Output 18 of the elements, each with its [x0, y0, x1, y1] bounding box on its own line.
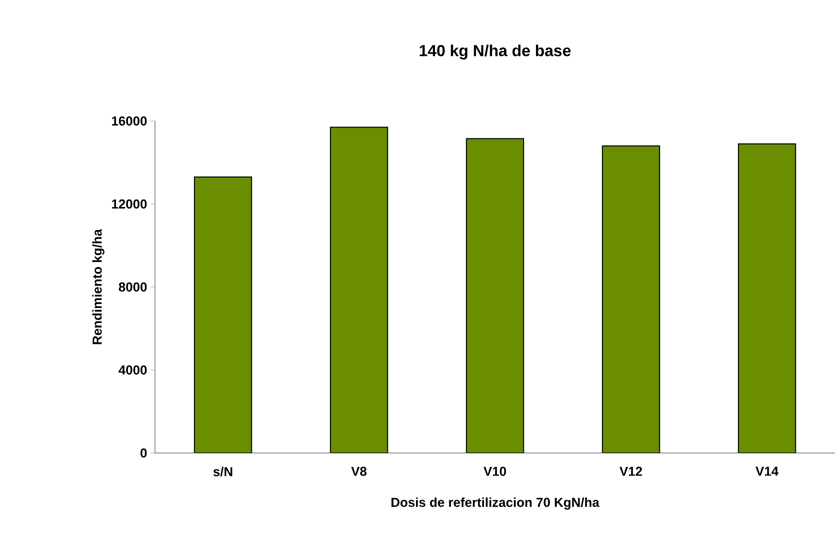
bar — [466, 138, 524, 453]
bar — [194, 176, 252, 453]
y-tick-label: 4000 — [118, 365, 147, 375]
x-tick-label: V10 — [484, 466, 506, 476]
x-tick-label: V14 — [756, 466, 778, 476]
bar — [330, 126, 388, 453]
chart-title: 140 kg N/ha de base — [420, 44, 571, 60]
x-tick-label: V8 — [351, 466, 367, 476]
x-tick-label: V12 — [620, 466, 642, 476]
y-tick-label: 16000 — [112, 116, 147, 126]
x-tick-label: s/N — [213, 466, 232, 476]
x-axis-title: Dosis de refertilizacion 70 KgN/ha — [392, 497, 600, 510]
y-tick-label: 0 — [140, 448, 147, 458]
y-axis-title: Rendimiento kg/ha — [92, 228, 104, 344]
bar — [738, 143, 796, 453]
y-tick-label: 12000 — [112, 199, 147, 209]
bar — [602, 145, 660, 453]
y-tick-label: 8000 — [118, 282, 147, 292]
